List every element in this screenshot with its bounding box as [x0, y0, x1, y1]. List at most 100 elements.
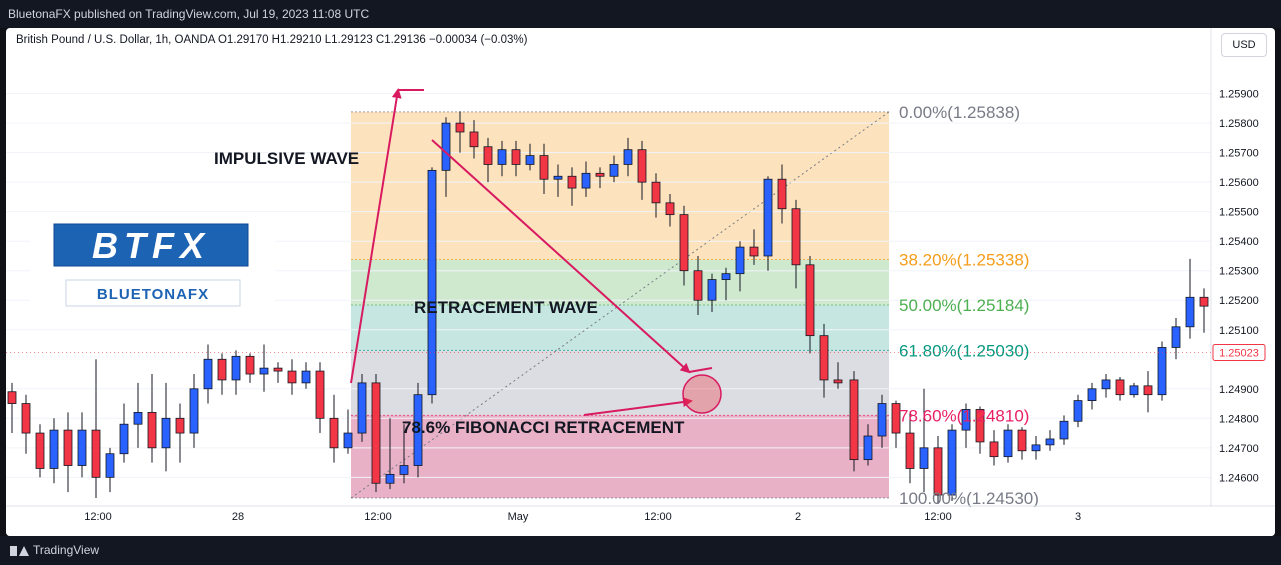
candle[interactable] — [175, 403, 185, 463]
candle[interactable] — [623, 137, 633, 177]
candle[interactable] — [441, 117, 451, 197]
candle[interactable] — [427, 167, 437, 404]
candle[interactable] — [679, 205, 689, 286]
candle[interactable] — [483, 137, 493, 183]
candle[interactable] — [413, 382, 423, 478]
candle[interactable] — [989, 430, 999, 466]
candle[interactable] — [1101, 374, 1111, 398]
candle[interactable] — [919, 388, 929, 493]
candle[interactable] — [1045, 430, 1055, 451]
price-tick-label: 1.24600 — [1219, 472, 1259, 484]
candle[interactable] — [863, 424, 873, 466]
candle[interactable] — [975, 406, 985, 454]
candle[interactable] — [763, 176, 773, 271]
candle[interactable] — [665, 193, 675, 227]
candle[interactable] — [343, 409, 353, 454]
candle[interactable] — [329, 394, 339, 463]
candle[interactable] — [1171, 317, 1181, 360]
candle[interactable] — [1031, 436, 1041, 460]
candle[interactable] — [1185, 258, 1195, 339]
candle-body — [947, 429, 957, 496]
candle[interactable] — [245, 353, 255, 383]
candle[interactable] — [1157, 341, 1167, 401]
candle[interactable] — [833, 362, 843, 389]
candle[interactable] — [7, 382, 17, 434]
candle[interactable] — [63, 412, 73, 493]
price-chart[interactable]: 0.00%(1.25838) 38.20%(1.25338) 50.00%(1.25… — [6, 28, 1275, 536]
candle[interactable] — [21, 394, 31, 454]
candle[interactable] — [891, 400, 901, 448]
candle[interactable] — [707, 273, 717, 313]
candle[interactable] — [805, 255, 815, 354]
candle[interactable] — [273, 362, 283, 383]
candle[interactable] — [77, 412, 87, 478]
candle[interactable] — [1073, 394, 1083, 428]
tradingview-logo[interactable]: TradingView — [10, 536, 99, 565]
candle-body — [63, 429, 73, 466]
candle[interactable] — [357, 374, 367, 442]
candle[interactable] — [567, 167, 577, 206]
candle[interactable] — [1003, 424, 1013, 463]
candle[interactable] — [735, 241, 745, 292]
candle-body — [1171, 326, 1181, 348]
candle[interactable] — [469, 120, 479, 159]
candle[interactable] — [849, 371, 859, 472]
candle[interactable] — [231, 350, 241, 395]
candle[interactable] — [1199, 288, 1209, 333]
candle[interactable] — [287, 359, 297, 395]
candle[interactable] — [385, 418, 395, 490]
candle[interactable] — [539, 143, 549, 194]
candle[interactable] — [933, 436, 943, 504]
candle[interactable] — [35, 424, 45, 478]
candle[interactable] — [749, 229, 759, 265]
candle-body — [849, 379, 859, 461]
candle[interactable] — [1087, 382, 1097, 410]
candle[interactable] — [947, 424, 957, 501]
chart-panel[interactable]: 0.00%(1.25838) 38.20%(1.25338) 50.00%(1.25… — [6, 28, 1275, 536]
candle[interactable] — [455, 111, 465, 153]
candle[interactable] — [1017, 427, 1027, 460]
candle-body — [21, 403, 31, 434]
candle[interactable] — [217, 353, 227, 395]
candle[interactable] — [301, 362, 311, 389]
candle[interactable] — [581, 161, 591, 197]
candle[interactable] — [525, 143, 535, 171]
candle-body — [1129, 385, 1139, 396]
candle-body — [343, 432, 353, 449]
candle[interactable] — [693, 255, 703, 315]
candle[interactable] — [315, 362, 325, 434]
candle[interactable] — [791, 199, 801, 289]
candle[interactable] — [819, 323, 829, 398]
candle[interactable] — [105, 447, 115, 493]
currency-button[interactable]: USD — [1221, 33, 1267, 57]
candle[interactable] — [721, 267, 731, 301]
candle[interactable] — [905, 412, 915, 484]
candle[interactable] — [609, 155, 619, 183]
candle[interactable] — [511, 140, 521, 177]
candle[interactable] — [1143, 371, 1153, 413]
candle[interactable] — [91, 359, 101, 498]
candle[interactable] — [399, 424, 409, 484]
candle[interactable] — [189, 374, 199, 448]
candle[interactable] — [49, 418, 59, 484]
candle[interactable] — [595, 167, 605, 189]
candle[interactable] — [259, 344, 269, 392]
candle[interactable] — [961, 403, 971, 448]
candle[interactable] — [1115, 376, 1125, 401]
candle-body — [989, 441, 999, 458]
candle[interactable] — [1129, 382, 1139, 398]
candle[interactable] — [553, 164, 563, 197]
candle[interactable] — [637, 140, 647, 200]
candle-body — [371, 382, 381, 484]
candle[interactable] — [119, 403, 129, 463]
candle[interactable] — [1059, 415, 1069, 445]
candle[interactable] — [371, 374, 381, 493]
candle[interactable] — [133, 382, 143, 448]
candle[interactable] — [651, 173, 661, 218]
candle[interactable] — [497, 140, 507, 177]
candle[interactable] — [877, 394, 887, 448]
candle[interactable] — [777, 164, 787, 224]
candle[interactable] — [161, 382, 171, 472]
candle[interactable] — [147, 374, 157, 463]
candle[interactable] — [203, 344, 213, 404]
